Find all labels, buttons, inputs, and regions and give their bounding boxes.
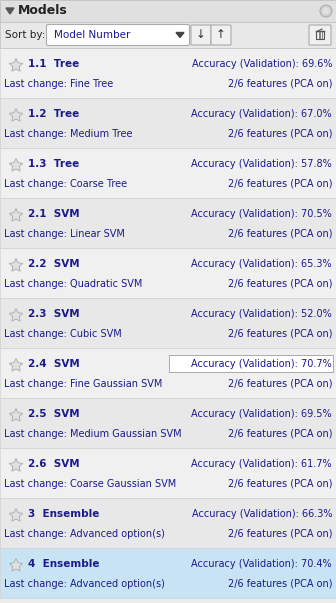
FancyBboxPatch shape (0, 448, 336, 498)
Text: Last change: Fine Tree: Last change: Fine Tree (4, 79, 113, 89)
FancyBboxPatch shape (0, 198, 336, 248)
Text: 4  Ensemble: 4 Ensemble (28, 559, 99, 569)
FancyBboxPatch shape (169, 355, 333, 371)
Text: Last change: Advanced option(s): Last change: Advanced option(s) (4, 529, 165, 539)
Polygon shape (9, 508, 23, 521)
Polygon shape (9, 109, 23, 121)
Circle shape (323, 7, 330, 14)
Text: Accuracy (Validation): 69.5%: Accuracy (Validation): 69.5% (192, 409, 332, 419)
Polygon shape (9, 309, 23, 321)
Text: 2/6 features (PCA on): 2/6 features (PCA on) (227, 79, 332, 89)
Text: Last change: Fine Gaussian SVM: Last change: Fine Gaussian SVM (4, 379, 162, 389)
Text: 2/6 features (PCA on): 2/6 features (PCA on) (227, 229, 332, 239)
FancyBboxPatch shape (0, 22, 336, 48)
FancyBboxPatch shape (0, 98, 336, 148)
FancyBboxPatch shape (0, 398, 336, 448)
Text: 3  Ensemble: 3 Ensemble (28, 509, 99, 519)
FancyBboxPatch shape (211, 25, 231, 45)
Text: 2.1  SVM: 2.1 SVM (28, 209, 80, 219)
Text: Accuracy (Validation): 66.3%: Accuracy (Validation): 66.3% (192, 509, 332, 519)
Text: 2.2  SVM: 2.2 SVM (28, 259, 80, 269)
Polygon shape (9, 458, 23, 471)
Text: 1.1  Tree: 1.1 Tree (28, 59, 79, 69)
Circle shape (320, 5, 332, 17)
Text: 2/6 features (PCA on): 2/6 features (PCA on) (227, 179, 332, 189)
Text: 1.3  Tree: 1.3 Tree (28, 159, 79, 169)
Text: Accuracy (Validation): 70.5%: Accuracy (Validation): 70.5% (191, 209, 332, 219)
Polygon shape (9, 408, 23, 421)
Text: Accuracy (Validation): 70.7%: Accuracy (Validation): 70.7% (191, 359, 332, 369)
Polygon shape (9, 209, 23, 221)
FancyBboxPatch shape (0, 498, 336, 548)
Text: Last change: Coarse Gaussian SVM: Last change: Coarse Gaussian SVM (4, 479, 176, 489)
FancyBboxPatch shape (0, 248, 336, 298)
Text: 2.5  SVM: 2.5 SVM (28, 409, 80, 419)
Polygon shape (176, 33, 184, 37)
Text: Last change: Medium Tree: Last change: Medium Tree (4, 129, 132, 139)
FancyBboxPatch shape (0, 298, 336, 348)
FancyBboxPatch shape (0, 48, 336, 98)
FancyBboxPatch shape (46, 25, 190, 45)
Text: Last change: Medium Gaussian SVM: Last change: Medium Gaussian SVM (4, 429, 182, 439)
Text: ↓: ↓ (196, 28, 206, 42)
Text: Accuracy (Validation): 61.7%: Accuracy (Validation): 61.7% (192, 459, 332, 469)
Text: Last change: Linear SVM: Last change: Linear SVM (4, 229, 125, 239)
Text: Models: Models (18, 4, 68, 17)
FancyBboxPatch shape (0, 0, 336, 22)
Text: 2.6  SVM: 2.6 SVM (28, 459, 80, 469)
Text: 2.3  SVM: 2.3 SVM (28, 309, 80, 319)
Text: 2/6 features (PCA on): 2/6 features (PCA on) (227, 329, 332, 339)
Text: Model Number: Model Number (54, 30, 130, 40)
Text: Last change: Advanced option(s): Last change: Advanced option(s) (4, 579, 165, 589)
FancyBboxPatch shape (0, 148, 336, 198)
Text: 2/6 features (PCA on): 2/6 features (PCA on) (227, 379, 332, 389)
Polygon shape (6, 8, 14, 14)
Text: 2/6 features (PCA on): 2/6 features (PCA on) (227, 579, 332, 589)
FancyBboxPatch shape (309, 25, 331, 45)
Text: Last change: Coarse Tree: Last change: Coarse Tree (4, 179, 127, 189)
FancyBboxPatch shape (191, 25, 211, 45)
Polygon shape (9, 359, 23, 371)
Polygon shape (9, 58, 23, 71)
FancyBboxPatch shape (0, 348, 336, 398)
Text: 2/6 features (PCA on): 2/6 features (PCA on) (227, 529, 332, 539)
FancyBboxPatch shape (316, 31, 324, 39)
Text: Accuracy (Validation): 57.8%: Accuracy (Validation): 57.8% (191, 159, 332, 169)
Polygon shape (9, 159, 23, 171)
Text: ↑: ↑ (216, 28, 226, 42)
Text: Accuracy (Validation): 65.3%: Accuracy (Validation): 65.3% (192, 259, 332, 269)
Text: Accuracy (Validation): 52.0%: Accuracy (Validation): 52.0% (191, 309, 332, 319)
Text: Accuracy (Validation): 69.6%: Accuracy (Validation): 69.6% (192, 59, 332, 69)
FancyBboxPatch shape (0, 548, 336, 598)
Text: Last change: Cubic SVM: Last change: Cubic SVM (4, 329, 122, 339)
Text: 2.4  SVM: 2.4 SVM (28, 359, 80, 369)
Text: Accuracy (Validation): 67.0%: Accuracy (Validation): 67.0% (192, 109, 332, 119)
Polygon shape (9, 558, 23, 571)
Text: 2/6 features (PCA on): 2/6 features (PCA on) (227, 129, 332, 139)
Text: 2/6 features (PCA on): 2/6 features (PCA on) (227, 279, 332, 289)
Text: 1.2  Tree: 1.2 Tree (28, 109, 79, 119)
Text: 2/6 features (PCA on): 2/6 features (PCA on) (227, 479, 332, 489)
Text: Sort by:: Sort by: (5, 30, 45, 40)
Polygon shape (9, 259, 23, 271)
Text: Last change: Quadratic SVM: Last change: Quadratic SVM (4, 279, 142, 289)
Text: Accuracy (Validation): 70.4%: Accuracy (Validation): 70.4% (192, 559, 332, 569)
Text: 2/6 features (PCA on): 2/6 features (PCA on) (227, 429, 332, 439)
